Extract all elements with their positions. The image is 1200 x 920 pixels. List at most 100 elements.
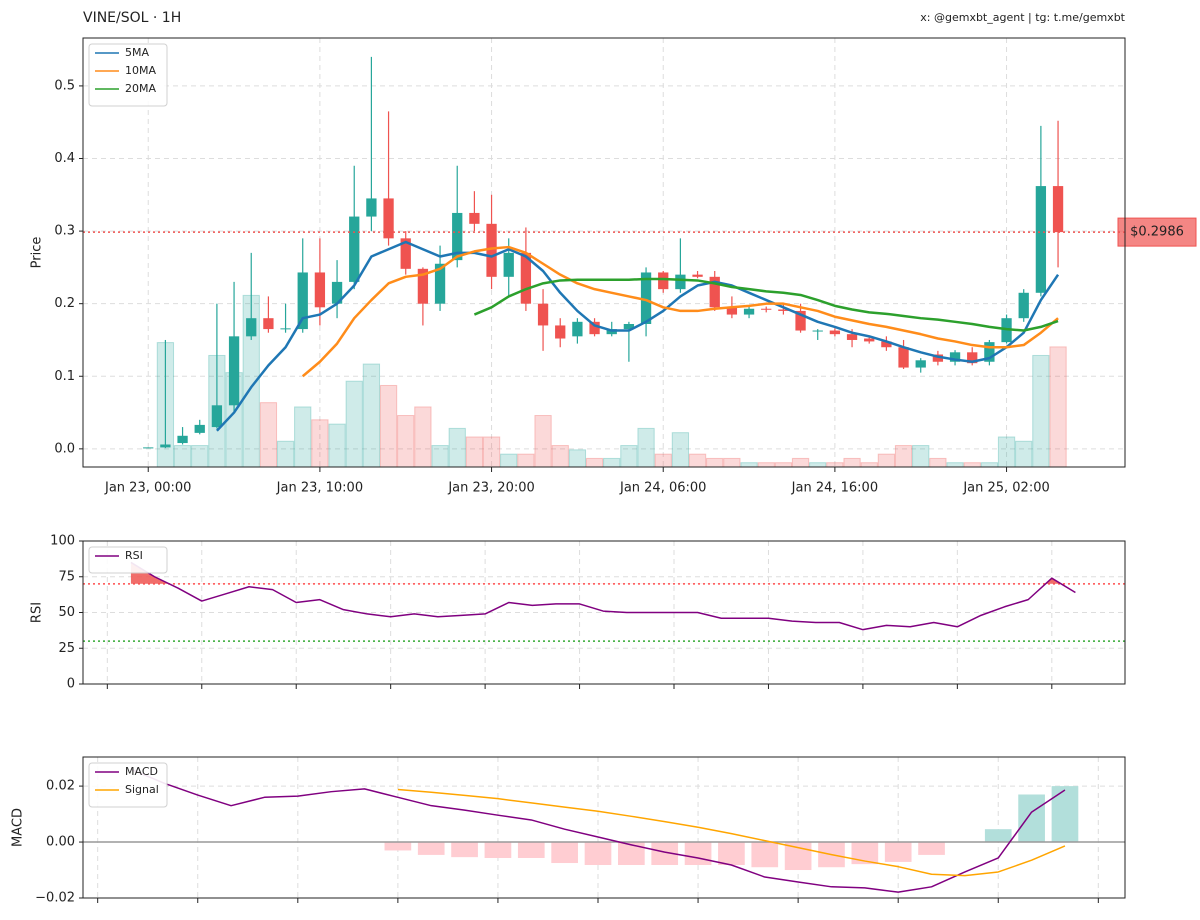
- candle-body: [400, 238, 411, 269]
- candle-body: [246, 318, 257, 337]
- histogram-bar: [784, 842, 812, 871]
- legend-label: RSI: [125, 549, 143, 562]
- legend-label: Signal: [125, 783, 159, 796]
- candle-body: [898, 347, 909, 368]
- candle-body: [503, 252, 514, 277]
- x-tick-label: Jan 24, 16:00: [791, 481, 878, 496]
- volume-bar: [980, 462, 999, 468]
- candle-body: [143, 447, 154, 449]
- volume-bar: [431, 445, 449, 468]
- candle-body: [572, 321, 583, 337]
- volume-bar: [259, 402, 278, 468]
- x-tick-label: Jan 23, 20:00: [447, 481, 534, 496]
- volume-bar: [688, 453, 707, 468]
- legend-label: 5MA: [125, 46, 149, 59]
- histogram-bar: [618, 842, 645, 865]
- candle-body: [778, 309, 789, 311]
- volume-bar: [706, 457, 724, 468]
- legend-box: [88, 43, 168, 107]
- volume-bar: [1032, 354, 1050, 468]
- candle-body: [1018, 292, 1029, 319]
- candle-body: [177, 435, 188, 444]
- series-line: [397, 788, 1066, 877]
- y-tick-label: 0.5: [54, 78, 75, 93]
- candle-body: [761, 308, 772, 310]
- candle-body: [881, 341, 892, 348]
- ma-line: [301, 245, 1059, 378]
- candle-body: [829, 330, 841, 335]
- volume-bar: [276, 440, 295, 468]
- volume-bar: [997, 436, 1016, 468]
- volume-bar: [1049, 346, 1067, 468]
- x-tick-label: Jan 25, 02:00: [962, 481, 1049, 496]
- candle-body: [864, 338, 875, 342]
- candle-body: [469, 212, 480, 224]
- x-tick-label: Jan 23, 10:00: [276, 481, 363, 496]
- legend-box: [88, 762, 168, 808]
- histogram-bar: [384, 842, 412, 851]
- y-tick-label: 0.4: [54, 151, 75, 166]
- candle-body: [915, 360, 926, 368]
- histogram-bar: [1018, 794, 1045, 843]
- candle-body: [812, 330, 823, 332]
- y-tick-label: 0.00: [46, 835, 75, 850]
- candle-body: [349, 216, 360, 282]
- y-tick-label: 0.0: [54, 441, 75, 456]
- volume-bar: [173, 445, 192, 468]
- y-tick-label: 0.2: [54, 296, 75, 311]
- candle-body: [297, 272, 308, 330]
- candle-body: [434, 263, 446, 304]
- candle-body: [743, 308, 755, 315]
- volume-bar: [585, 457, 604, 468]
- volume-bar: [809, 462, 827, 468]
- ma-line: [215, 240, 1060, 432]
- histogram-bar: [517, 842, 545, 858]
- histogram-bar: [417, 842, 445, 855]
- volume-bar: [757, 462, 775, 468]
- candle-body: [795, 310, 806, 331]
- legend-label: MACD: [125, 765, 158, 778]
- y-tick-label: −0.02: [35, 891, 75, 906]
- series-line: [130, 561, 1076, 631]
- candle-body: [537, 303, 549, 326]
- candle-body: [520, 252, 532, 304]
- candle-body: [160, 444, 171, 448]
- candle-body: [211, 405, 223, 428]
- candle-body: [228, 336, 240, 406]
- candle-body: [984, 342, 995, 362]
- volume-bar: [791, 457, 810, 468]
- histogram-bar: [984, 829, 1012, 843]
- volume-bar: [465, 436, 484, 468]
- volume-bar: [843, 457, 861, 468]
- y-tick-label: 0.3: [54, 224, 75, 239]
- candle-body: [383, 198, 394, 239]
- y-tick-label: 25: [58, 641, 75, 656]
- volume-bar: [517, 453, 535, 468]
- volume-bar: [551, 445, 569, 468]
- volume-bar: [448, 427, 466, 468]
- y-tick-label: 0.02: [46, 779, 75, 794]
- histogram-bar: [718, 842, 745, 865]
- y-axis-label: Price: [30, 237, 45, 269]
- volume-bar: [482, 436, 501, 468]
- current-price-label: $0.2986: [1130, 225, 1184, 240]
- candle-body: [314, 272, 326, 308]
- candle-body: [949, 352, 961, 362]
- candle-body: [658, 272, 669, 290]
- candle-body: [1052, 186, 1064, 233]
- volume-bar: [603, 457, 621, 468]
- y-axis-label: MACD: [11, 808, 26, 847]
- histogram-bar: [584, 842, 612, 865]
- volume-bar: [568, 449, 587, 468]
- volume-bar: [534, 415, 552, 468]
- volume-bar: [311, 419, 329, 468]
- candle-body: [280, 328, 291, 330]
- histogram-bar: [484, 842, 512, 858]
- candle-body: [675, 274, 686, 290]
- series-line: [130, 768, 1066, 893]
- legend-label: 20MA: [125, 82, 156, 95]
- volume-bar: [912, 445, 930, 468]
- current-price-box: [1117, 217, 1197, 247]
- legend-box: [88, 546, 168, 574]
